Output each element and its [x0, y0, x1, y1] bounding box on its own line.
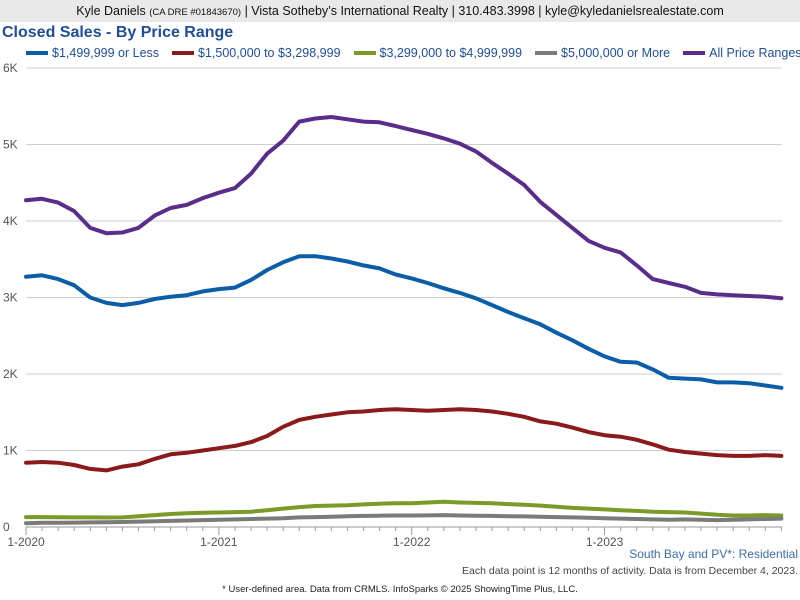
- x-tick-label: 1-2020: [7, 535, 45, 549]
- y-tick-label: 4K: [3, 214, 18, 228]
- legend-swatch: [535, 50, 558, 55]
- x-tick-label: 1-2021: [200, 535, 238, 549]
- y-tick-label: 0: [3, 520, 10, 534]
- chart-title: Closed Sales - By Price Range: [2, 24, 234, 41]
- legend-label: $3,299,000 to $4,999,999: [379, 46, 523, 60]
- area-label: South Bay and PV*: Residential: [629, 547, 798, 561]
- data-note: Each data point is 12 months of activity…: [462, 565, 798, 577]
- series-line-2: [24, 407, 784, 473]
- legend-label: All Price Ranges: [709, 46, 800, 60]
- legend-swatch: [26, 50, 48, 55]
- legend-item: $1,499,999 or Less: [26, 46, 159, 60]
- legend-swatch: [683, 50, 706, 55]
- series-line-4: [24, 513, 784, 526]
- legend-label: $5,000,000 or More: [561, 46, 671, 60]
- y-tick-label: 6K: [3, 61, 18, 75]
- y-tick-label: 2K: [3, 367, 18, 381]
- series-line-5: [24, 115, 784, 301]
- agent-name: Kyle Daniels: [76, 4, 146, 18]
- license-number: (CA DRE #01843670): [149, 7, 242, 18]
- footer-credit: * User-defined area. Data from CRMLS. In…: [222, 584, 578, 595]
- series-line-3: [24, 499, 784, 520]
- x-tick-label: 1-2022: [393, 535, 431, 549]
- y-tick-label: 3K: [3, 291, 18, 305]
- legend-item: All Price Ranges: [683, 46, 800, 60]
- legend-swatch: [353, 50, 376, 55]
- legend-item: $1,500,000 to $3,298,999: [172, 46, 341, 60]
- header-bar: Kyle Daniels (CA DRE #01843670) | Vista …: [0, 0, 800, 22]
- series-line-1: [24, 254, 784, 390]
- brokerage-contact: | Vista Sotheby’s International Realty |…: [244, 4, 724, 18]
- y-tick-label: 5K: [3, 138, 18, 152]
- legend-label: $1,499,999 or Less: [52, 46, 160, 60]
- legend-item: $5,000,000 or More: [535, 46, 670, 60]
- chart-legend: $1,499,999 or Less $1,500,000 to $3,298,9…: [26, 46, 800, 60]
- x-tick-label: 1-2023: [586, 535, 624, 549]
- legend-item: $3,299,000 to $4,999,999: [353, 46, 523, 60]
- y-tick-label: 1K: [3, 444, 18, 458]
- legend-label: $1,500,000 to $3,298,999: [198, 46, 341, 60]
- legend-swatch: [172, 50, 195, 55]
